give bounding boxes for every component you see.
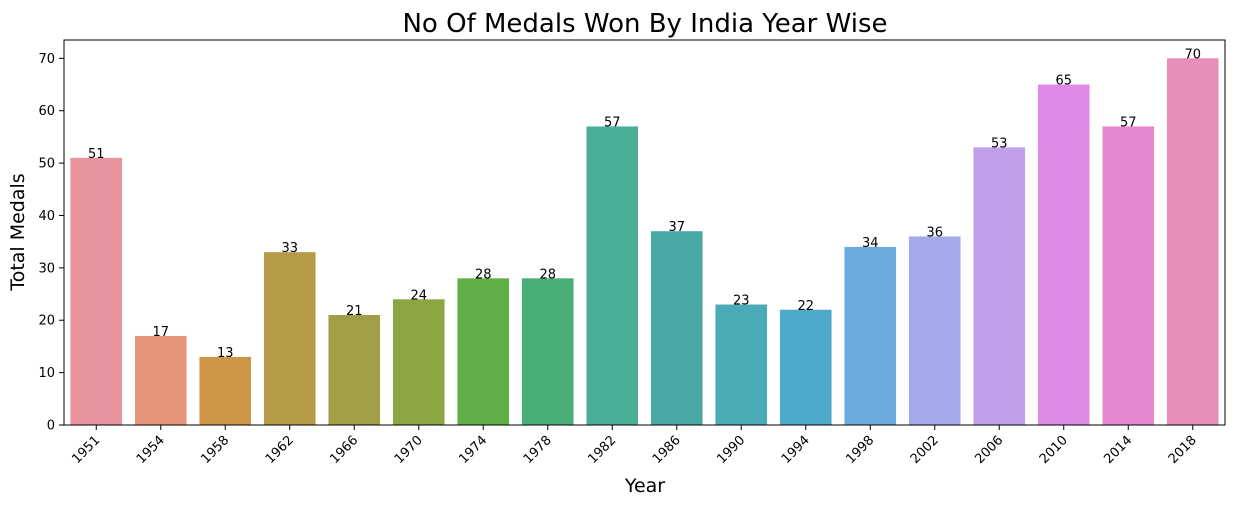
bar	[521, 278, 574, 425]
data-label: 23	[733, 294, 750, 309]
bar	[392, 299, 445, 425]
bar	[908, 236, 961, 425]
bar	[1102, 126, 1155, 425]
data-label: 22	[797, 299, 814, 314]
x-tick-label: 1998	[843, 433, 877, 467]
bar	[586, 126, 639, 425]
data-label: 33	[281, 241, 298, 256]
x-tick-label: 1994	[779, 433, 813, 467]
bar	[70, 157, 123, 425]
x-tick-label: 1970	[392, 433, 426, 467]
x-tick-label: 1982	[585, 433, 619, 467]
bar	[134, 335, 187, 425]
bar	[844, 246, 897, 425]
data-label: 28	[475, 267, 492, 282]
data-label: 53	[991, 136, 1008, 151]
x-tick-label: 1990	[714, 433, 748, 467]
y-tick-label: 60	[38, 104, 55, 119]
bar	[457, 278, 510, 425]
data-label: 13	[217, 346, 234, 361]
data-label: 21	[346, 304, 363, 319]
bar	[779, 309, 832, 425]
data-label: 28	[539, 267, 556, 282]
y-tick-label: 70	[38, 52, 55, 67]
y-tick-label: 20	[38, 314, 55, 329]
x-tick-label: 2006	[972, 433, 1006, 467]
x-tick-label: 2018	[1166, 433, 1200, 467]
y-tick-label: 30	[38, 261, 55, 276]
x-tick-label: 2002	[908, 433, 942, 467]
data-label: 37	[668, 220, 685, 235]
bar	[328, 315, 381, 425]
y-tick-label: 40	[38, 209, 55, 224]
bar	[973, 147, 1026, 425]
y-tick-label: 50	[38, 157, 55, 172]
bar	[1037, 84, 1090, 426]
y-axis-label: Total Medals	[7, 173, 29, 291]
x-tick-label: 1974	[456, 433, 490, 467]
x-tick-label: 1951	[69, 433, 103, 467]
bar	[650, 231, 703, 425]
y-tick-label: 10	[38, 366, 55, 381]
data-label: 34	[862, 236, 879, 251]
x-tick-label: 1966	[327, 433, 361, 467]
bar	[715, 304, 768, 425]
x-tick-label: 2010	[1037, 433, 1071, 467]
data-label: 57	[604, 115, 621, 130]
x-tick-label: 1986	[650, 433, 684, 467]
x-tick-label: 1954	[134, 433, 168, 467]
x-axis-label: Year	[624, 475, 665, 497]
plot-area: 51 1951 17 1954 13 1958 33 1962 21 1966 24 1970 28 19…	[38, 39, 1226, 467]
data-label: 65	[1055, 74, 1072, 89]
bar	[1166, 58, 1219, 425]
y-tick-label: 0	[47, 419, 55, 434]
chart-title: No Of Medals Won By India Year Wise	[402, 9, 887, 39]
data-label: 24	[410, 288, 427, 303]
data-label: 51	[88, 147, 105, 162]
data-label: 36	[926, 225, 943, 240]
bar	[199, 356, 252, 425]
x-tick-label: 1978	[521, 433, 555, 467]
plot-frame	[63, 39, 1226, 426]
data-label: 57	[1120, 115, 1137, 130]
x-tick-label: 1962	[263, 433, 297, 467]
x-tick-label: 2014	[1101, 433, 1135, 467]
data-label: 70	[1184, 47, 1201, 62]
bar	[263, 252, 316, 425]
data-label: 17	[152, 325, 169, 340]
x-tick-label: 1958	[198, 433, 232, 467]
